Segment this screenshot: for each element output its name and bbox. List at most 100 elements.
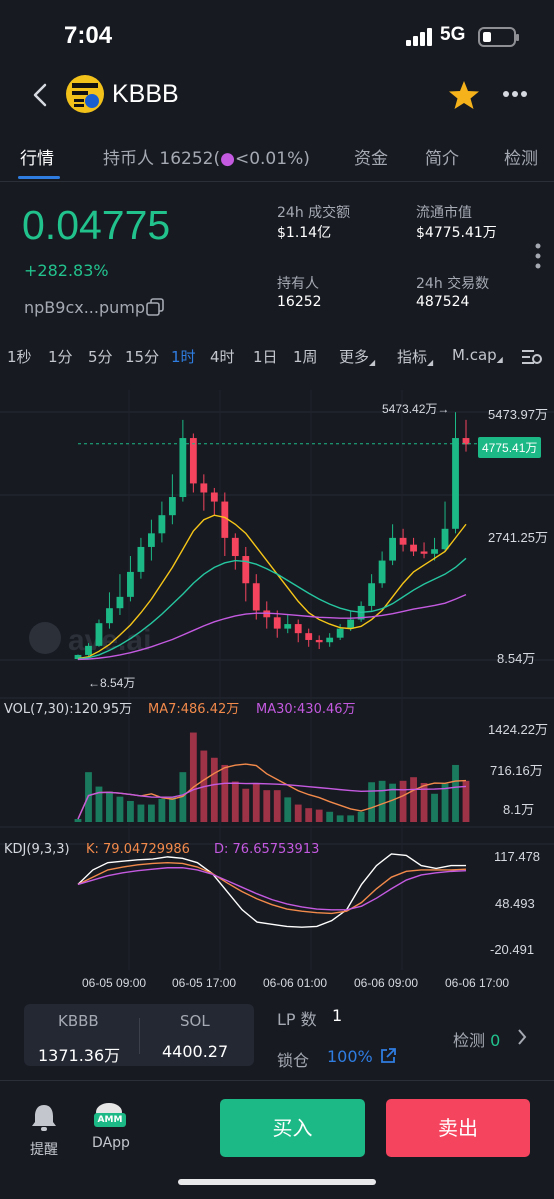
mcap-dropdown-label: M.cap <box>452 346 497 364</box>
volume-bar <box>221 764 229 822</box>
mcap-dropdown[interactable]: M.cap◢ <box>452 346 503 364</box>
indicator-dropdown[interactable]: 指标◢ <box>397 346 433 367</box>
volume-bar <box>462 780 470 822</box>
current-price-tag: 4775.41万 <box>478 437 542 458</box>
stat-value-mcap: $4775.41万 <box>416 225 497 241</box>
tab-bar: 行情 持币人 16252(●<0.01%) 资金 简介 检测 <box>0 134 554 182</box>
kdj-axis-mid: 48.493 <box>495 896 535 911</box>
volume-bar <box>294 804 302 822</box>
interval-1s[interactable]: 1秒 <box>7 348 32 366</box>
ma-mid-line <box>77 557 467 660</box>
candle-body <box>85 645 92 655</box>
kdj-axis-top: 117.478 <box>494 849 541 864</box>
interval-1d[interactable]: 1日 <box>253 348 278 366</box>
candle-body <box>127 571 134 597</box>
volume-bar <box>273 790 281 822</box>
chart-settings-icon[interactable] <box>521 347 543 367</box>
interval-4h[interactable]: 4时 <box>210 348 235 366</box>
frog-icon: ● <box>220 149 235 169</box>
stat-label-mcap: 流通市值 <box>416 205 472 221</box>
volume-bar <box>336 815 344 822</box>
vol-axis-top: 1424.22万 <box>488 722 548 737</box>
chart-svg[interactable]: ave.ai <box>0 390 554 990</box>
volume-bar <box>263 790 271 822</box>
stat-value-holders: 16252 <box>277 294 322 310</box>
lock-value[interactable]: 100% <box>327 1047 373 1066</box>
network-type: 5G <box>440 24 466 45</box>
check-link[interactable]: 检测 0 <box>453 1027 500 1051</box>
time-tick-1: 06-05 17:00 <box>172 976 237 990</box>
interval-1h[interactable]: 1时 <box>171 348 196 366</box>
interval-5m[interactable]: 5分 <box>88 348 113 366</box>
chevron-right-icon[interactable] <box>516 1028 528 1046</box>
buy-button[interactable]: 买入 <box>220 1099 365 1157</box>
amm-icon: AMM <box>88 1101 134 1133</box>
candle-body <box>378 560 386 584</box>
kdj-axis-low: -20.491 <box>490 942 535 957</box>
home-indicator <box>178 1179 376 1185</box>
candle-body <box>284 624 292 629</box>
pool-token-b-label: SOL <box>180 1012 210 1030</box>
lp-label: LP 数 <box>277 1010 317 1029</box>
copy-icon[interactable] <box>146 298 164 316</box>
vol-title: VOL(7,30):120.95万 <box>4 702 133 717</box>
back-icon[interactable] <box>30 82 50 108</box>
volume-bar <box>399 780 407 822</box>
more-icon[interactable] <box>502 90 528 98</box>
vol-ma7-line <box>77 763 467 820</box>
contract-address[interactable]: npB9cx...pump <box>24 298 146 317</box>
dapp-label: DApp <box>92 1135 130 1151</box>
interval-1m[interactable]: 1分 <box>48 348 73 366</box>
time-tick-3: 06-06 09:00 <box>354 976 419 990</box>
volume-bar <box>431 793 438 822</box>
tab-market[interactable]: 行情 <box>20 149 54 169</box>
more-dropdown[interactable]: 更多◢ <box>339 346 375 367</box>
vertical-more-icon[interactable] <box>535 243 541 269</box>
indicator-dropdown-label: 指标 <box>397 348 428 366</box>
kdj-d-value: D: 76.65753913 <box>214 842 320 857</box>
candle-body <box>210 492 218 502</box>
volume-bar <box>452 764 459 822</box>
candle-body <box>315 639 323 643</box>
kdj-d-line <box>77 867 467 911</box>
tab-holders-suffix: <0.01%) <box>234 149 310 169</box>
stat-label-volume: 24h 成交额 <box>277 205 351 221</box>
volume-bar <box>420 782 428 822</box>
dapp-button[interactable]: AMM DApp <box>88 1101 134 1161</box>
stat-value-volume: $1.14亿 <box>277 225 332 241</box>
candle-body <box>294 624 302 634</box>
candle-body <box>252 583 260 611</box>
sell-button[interactable]: 卖出 <box>386 1099 530 1157</box>
vol-ma7: MA7:486.42万 <box>148 702 240 717</box>
external-link-icon[interactable] <box>379 1047 397 1065</box>
time-tick-2: 06-06 01:00 <box>263 976 328 990</box>
battery-icon <box>478 27 519 47</box>
volume-bar <box>326 811 334 822</box>
volume-bar <box>284 797 292 822</box>
volume-bar <box>168 796 176 822</box>
candle-body <box>452 438 459 529</box>
vol-ma30: MA30:430.46万 <box>256 702 356 717</box>
alert-button[interactable]: 提醒 <box>26 1101 62 1161</box>
volume-bar <box>441 783 449 822</box>
volume-bar <box>368 782 376 822</box>
volume-bar <box>315 809 323 822</box>
time-tick-0: 06-05 09:00 <box>82 976 147 990</box>
status-time: 7:04 <box>64 22 113 49</box>
ma-long-line <box>77 593 467 661</box>
tab-intro[interactable]: 简介 <box>425 149 459 169</box>
interval-15m[interactable]: 15分 <box>125 348 160 366</box>
watermark: ave.ai <box>29 622 151 657</box>
tab-check[interactable]: 检测 <box>504 149 538 169</box>
interval-1w[interactable]: 1周 <box>293 348 318 366</box>
tab-funds[interactable]: 资金 <box>354 149 388 169</box>
tab-holders[interactable]: 持币人 16252(●<0.01%) <box>103 144 310 169</box>
volume-bar <box>127 800 134 822</box>
candle-body <box>336 628 344 638</box>
candle-body <box>179 438 187 498</box>
check-count: 0 <box>490 1031 501 1050</box>
volume-bar <box>137 804 145 822</box>
star-icon[interactable] <box>448 80 480 110</box>
volume-bar <box>231 781 239 822</box>
volume-bar <box>158 798 166 822</box>
